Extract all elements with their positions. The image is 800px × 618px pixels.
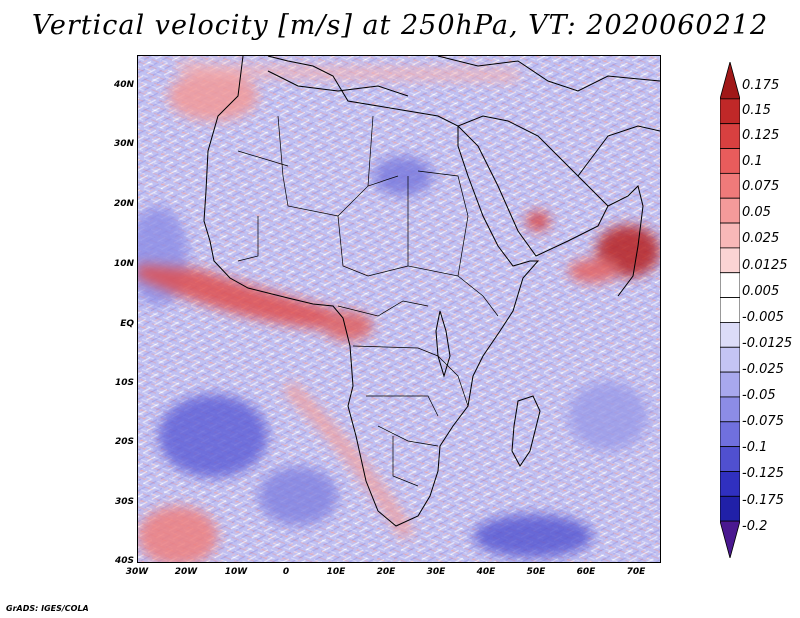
colorbar-segment [720, 322, 740, 348]
lon-label-10w: 10W [224, 567, 248, 577]
colorbar-segment [720, 421, 740, 448]
sinking-regions [138, 156, 648, 558]
lat-label-10n: 10N [113, 259, 134, 269]
lat-label-40s: 40S [114, 556, 134, 566]
colorbar-segment [720, 446, 740, 472]
colorbar-label: -0.0125 [742, 336, 793, 351]
lat-label-30n: 30N [113, 139, 134, 149]
lat-label-20s: 20S [114, 437, 134, 447]
lat-label-30s: 30S [114, 497, 134, 507]
map-plot-area [137, 55, 661, 563]
colorbar-segment [720, 520, 740, 558]
colorbar-segment [720, 98, 740, 125]
colorbar-segment [720, 62, 740, 100]
colorbar-label: 0.175 [742, 78, 780, 93]
lat-label-20n: 20N [113, 199, 134, 209]
colorbar-label: 0.075 [742, 179, 780, 194]
colorbar-segment [720, 346, 740, 373]
chart-title: Vertical velocity [m/s] at 250hPa, VT: 2… [31, 10, 769, 41]
colorbar-label: 0.025 [742, 231, 780, 246]
colorbar-segment [720, 371, 740, 398]
colorbar-segment [720, 471, 740, 497]
grads-credit: GrADS: IGES/COLA [6, 604, 89, 613]
colorbar-segment [720, 148, 740, 174]
lat-label-10s: 10S [114, 378, 134, 388]
country-borders [237, 115, 499, 487]
lon-label-0: 0 [282, 567, 290, 577]
lon-label-20w: 20W [174, 567, 198, 577]
lon-label-50e: 50E [526, 567, 546, 577]
colorbar-label: 0.0125 [742, 258, 788, 273]
colorbar-label: -0.2 [742, 519, 768, 534]
lon-label-70e: 70E [626, 567, 646, 577]
lon-label-30w: 30W [125, 567, 149, 577]
colorbar-label: -0.05 [742, 388, 776, 403]
colorbar [720, 62, 740, 558]
colorbar-label: 0.005 [742, 284, 780, 299]
colorbar-segment [720, 272, 740, 298]
lon-label-40e: 40E [476, 567, 496, 577]
colorbar-segment [720, 123, 740, 149]
colorbar-label: -0.005 [742, 310, 784, 325]
lon-label-60e: 60E [576, 567, 596, 577]
colorbar-segment [720, 172, 740, 199]
colorbar-label: -0.025 [742, 362, 784, 377]
coastlines [203, 56, 660, 527]
colorbar-segment [720, 197, 740, 224]
colorbar-label: -0.075 [742, 414, 784, 429]
colorbar-label: -0.125 [742, 466, 784, 481]
colorbar-segment [720, 297, 740, 323]
colorbar-label: -0.1 [742, 440, 768, 455]
colorbar-label: 0.15 [742, 103, 771, 118]
lon-label-10e: 10E [326, 567, 346, 577]
colorbar-segment [720, 495, 740, 522]
lat-label-40n: 40N [113, 80, 134, 90]
lon-label-20e: 20E [376, 567, 396, 577]
colorbar-label: 0.05 [742, 205, 771, 220]
vertical-velocity-field [138, 56, 660, 562]
colorbar-label: -0.175 [742, 493, 784, 508]
colorbar-segment [720, 247, 740, 274]
rising-regions [138, 61, 660, 562]
colorbar-label: 0.125 [742, 128, 780, 143]
lon-label-30e: 30E [426, 567, 446, 577]
colorbar-label: 0.1 [742, 154, 763, 169]
lat-label-eq: EQ [120, 319, 134, 329]
colorbar-segment [720, 222, 740, 249]
colorbar-segment [720, 396, 740, 423]
